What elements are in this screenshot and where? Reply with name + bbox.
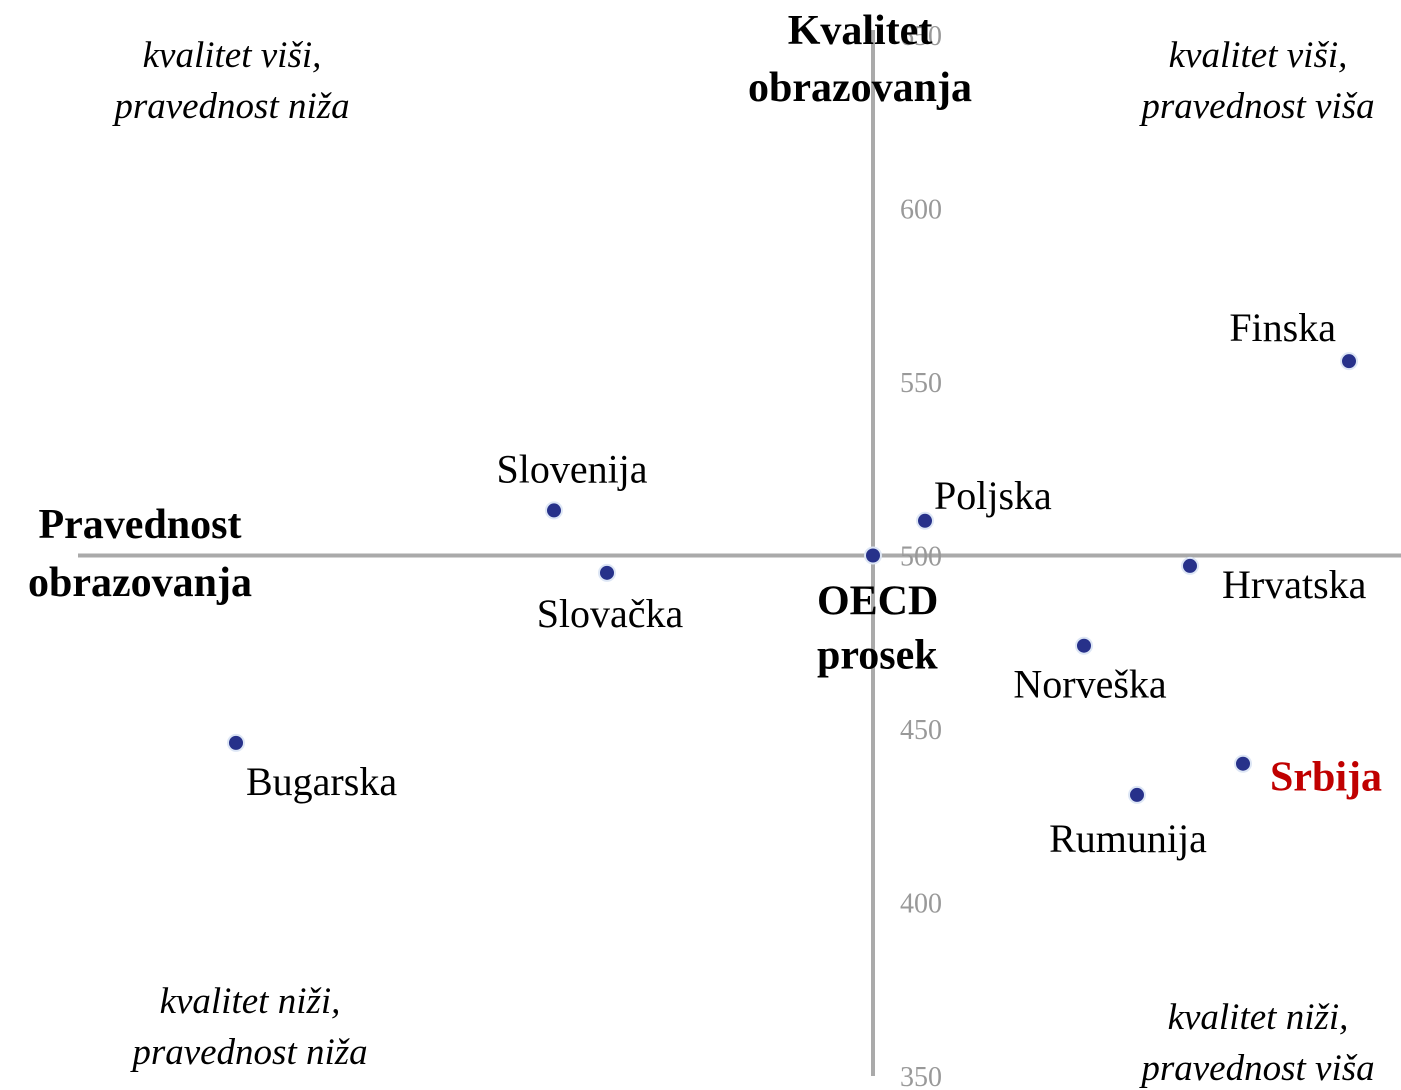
point-label: prosek (817, 633, 938, 679)
point (1340, 352, 1358, 371)
point-label: Finska (1229, 305, 1336, 350)
quadrant-note: kvalitet viši, (143, 35, 322, 76)
point (1128, 785, 1146, 804)
point-label: Rumunija (1049, 816, 1207, 861)
point-label: Slovačka (537, 591, 684, 636)
point-label: Norveška (1013, 662, 1167, 707)
y-tick-label: 650 (900, 21, 942, 52)
y-tick-label: 400 (900, 889, 942, 920)
quadrant-note: pravednost niža (111, 86, 349, 127)
y-tick-label: 600 (900, 195, 942, 226)
point-label: Slovenija (496, 446, 647, 491)
y-tick-label: 350 (900, 1062, 942, 1090)
x-axis-title: Pravednost (39, 502, 242, 548)
quadrant-note: kvalitet viši, (1169, 35, 1348, 76)
x-axis-title: obrazovanja (28, 560, 252, 606)
point-label: Srbija (1270, 755, 1382, 801)
point (545, 501, 563, 520)
point (598, 563, 616, 582)
point (1234, 754, 1252, 773)
y-tick-label: 450 (900, 715, 942, 746)
y-axis-title: obrazovanja (748, 65, 972, 111)
point (227, 733, 245, 752)
y-tick-label: 550 (900, 368, 942, 399)
quadrant-note: kvalitet niži, (1168, 997, 1349, 1038)
point-label: Bugarska (246, 759, 397, 804)
quadrant-note: pravednost niža (129, 1032, 367, 1073)
point (916, 511, 934, 530)
point (1075, 636, 1093, 655)
point-label: Hrvatska (1222, 562, 1367, 607)
point-label: OECD (817, 579, 938, 625)
y-axis-title: Kvalitet (788, 8, 933, 54)
y-tick-label: 500 (900, 542, 942, 573)
point (864, 546, 882, 565)
quadrant-note: pravednost viša (1138, 1048, 1374, 1089)
point-label: Poljska (934, 473, 1052, 518)
point (1181, 556, 1199, 575)
quadrant-note: kvalitet niži, (160, 981, 341, 1022)
quadrant-note: pravednost viša (1138, 86, 1374, 127)
